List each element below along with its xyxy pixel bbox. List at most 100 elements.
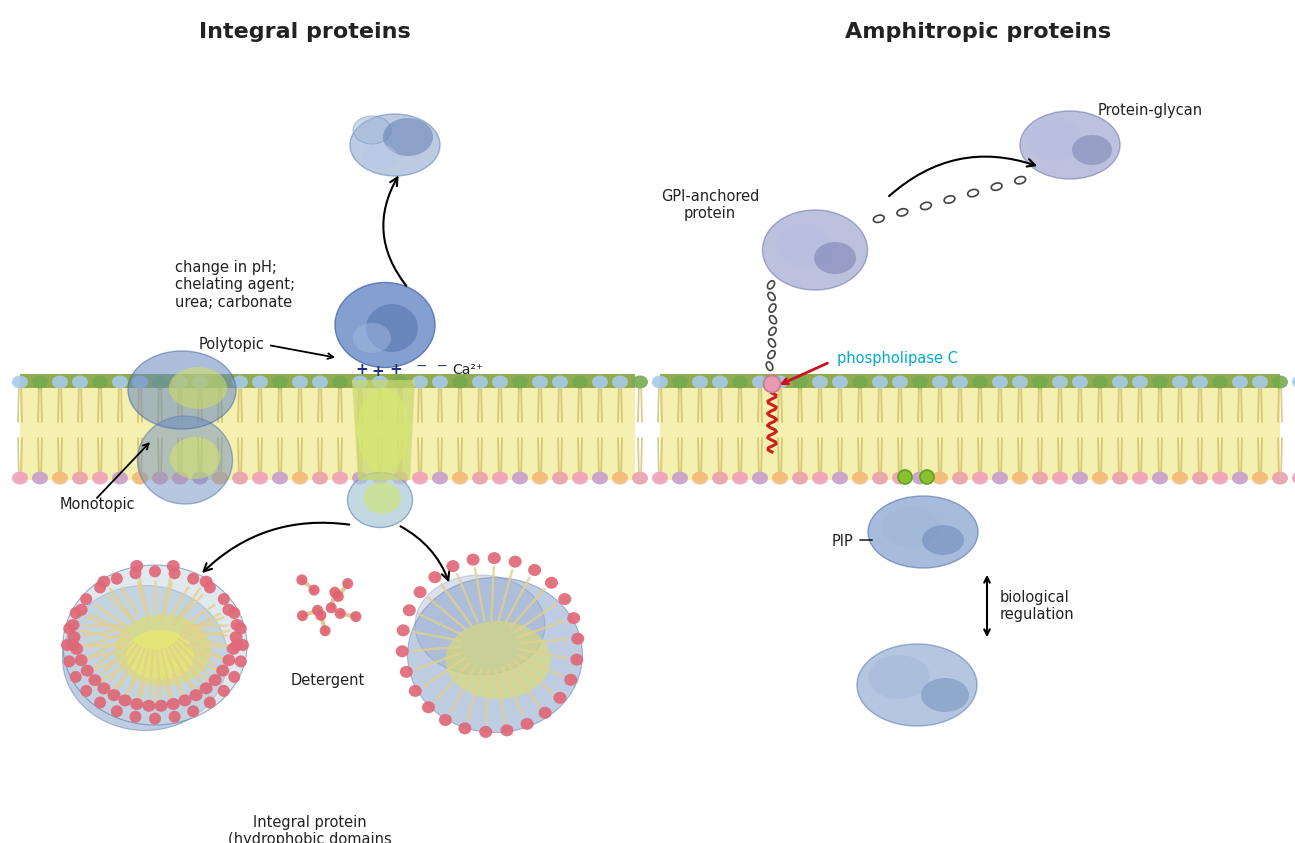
Ellipse shape — [70, 671, 82, 683]
Ellipse shape — [333, 591, 343, 602]
Ellipse shape — [132, 471, 148, 485]
Ellipse shape — [253, 375, 268, 389]
Ellipse shape — [316, 609, 326, 620]
Ellipse shape — [882, 506, 940, 548]
Ellipse shape — [692, 471, 708, 485]
Ellipse shape — [932, 375, 948, 389]
Ellipse shape — [793, 471, 808, 485]
Ellipse shape — [1191, 375, 1208, 389]
Ellipse shape — [67, 631, 80, 643]
Ellipse shape — [119, 695, 132, 706]
Ellipse shape — [1292, 375, 1295, 389]
Ellipse shape — [763, 210, 868, 290]
Ellipse shape — [347, 472, 413, 528]
Ellipse shape — [767, 362, 773, 370]
Ellipse shape — [897, 470, 912, 484]
Ellipse shape — [97, 576, 110, 588]
Ellipse shape — [732, 375, 749, 389]
Ellipse shape — [1027, 119, 1083, 161]
Ellipse shape — [558, 593, 571, 605]
Ellipse shape — [831, 375, 848, 389]
FancyArrowPatch shape — [383, 177, 407, 286]
Ellipse shape — [228, 671, 241, 683]
Ellipse shape — [1072, 375, 1088, 389]
Ellipse shape — [868, 496, 978, 568]
Ellipse shape — [308, 585, 320, 596]
Ellipse shape — [545, 577, 558, 588]
Ellipse shape — [1032, 375, 1048, 389]
Ellipse shape — [188, 572, 199, 585]
Ellipse shape — [1132, 375, 1147, 389]
Ellipse shape — [409, 685, 422, 697]
Ellipse shape — [764, 375, 781, 393]
Ellipse shape — [429, 572, 442, 583]
Ellipse shape — [570, 653, 583, 666]
Ellipse shape — [75, 654, 88, 666]
Ellipse shape — [312, 471, 328, 485]
Text: Integral proteins: Integral proteins — [199, 22, 411, 42]
Ellipse shape — [128, 351, 236, 429]
Ellipse shape — [532, 375, 548, 389]
FancyArrowPatch shape — [203, 523, 350, 572]
Ellipse shape — [1032, 471, 1048, 485]
Ellipse shape — [447, 560, 460, 572]
Ellipse shape — [769, 327, 776, 336]
Ellipse shape — [812, 471, 828, 485]
Ellipse shape — [1191, 471, 1208, 485]
Text: +: + — [356, 362, 368, 378]
Ellipse shape — [154, 700, 167, 711]
Ellipse shape — [452, 375, 467, 389]
Ellipse shape — [768, 281, 774, 289]
Ellipse shape — [62, 586, 228, 731]
Ellipse shape — [991, 183, 1002, 191]
Ellipse shape — [231, 619, 243, 631]
Ellipse shape — [921, 678, 969, 712]
Ellipse shape — [852, 471, 868, 485]
Ellipse shape — [412, 471, 429, 485]
Text: +: + — [372, 364, 385, 379]
Text: −  −: − − — [416, 359, 448, 373]
Ellipse shape — [815, 242, 856, 274]
Ellipse shape — [1153, 471, 1168, 485]
Ellipse shape — [92, 471, 107, 485]
Ellipse shape — [111, 471, 128, 485]
Ellipse shape — [528, 564, 541, 576]
Ellipse shape — [565, 674, 578, 685]
Ellipse shape — [234, 655, 247, 668]
Ellipse shape — [130, 711, 141, 722]
Ellipse shape — [170, 437, 220, 479]
Ellipse shape — [229, 631, 242, 643]
Ellipse shape — [396, 645, 409, 658]
Ellipse shape — [433, 471, 448, 485]
Ellipse shape — [439, 714, 452, 726]
Ellipse shape — [1252, 375, 1268, 389]
Ellipse shape — [66, 639, 79, 651]
Ellipse shape — [592, 471, 607, 485]
Text: Monotopic: Monotopic — [60, 497, 136, 513]
Ellipse shape — [66, 619, 79, 631]
Ellipse shape — [500, 724, 513, 737]
Ellipse shape — [168, 567, 180, 579]
Ellipse shape — [70, 607, 82, 619]
Ellipse shape — [692, 375, 708, 389]
Ellipse shape — [553, 692, 566, 704]
Ellipse shape — [592, 375, 607, 389]
Ellipse shape — [392, 471, 408, 485]
Ellipse shape — [212, 471, 228, 485]
Text: PIP: PIP — [831, 534, 853, 550]
Ellipse shape — [793, 375, 808, 389]
Ellipse shape — [372, 471, 388, 485]
Text: GPI-anchored
protein: GPI-anchored protein — [660, 189, 759, 221]
Ellipse shape — [672, 375, 688, 389]
Ellipse shape — [203, 582, 216, 593]
Ellipse shape — [223, 654, 236, 666]
Ellipse shape — [52, 471, 69, 485]
Ellipse shape — [312, 375, 328, 389]
Ellipse shape — [223, 604, 236, 616]
Ellipse shape — [952, 375, 967, 389]
Ellipse shape — [532, 471, 548, 485]
Ellipse shape — [769, 304, 776, 312]
Ellipse shape — [334, 608, 346, 619]
Ellipse shape — [189, 689, 202, 701]
Ellipse shape — [892, 471, 908, 485]
